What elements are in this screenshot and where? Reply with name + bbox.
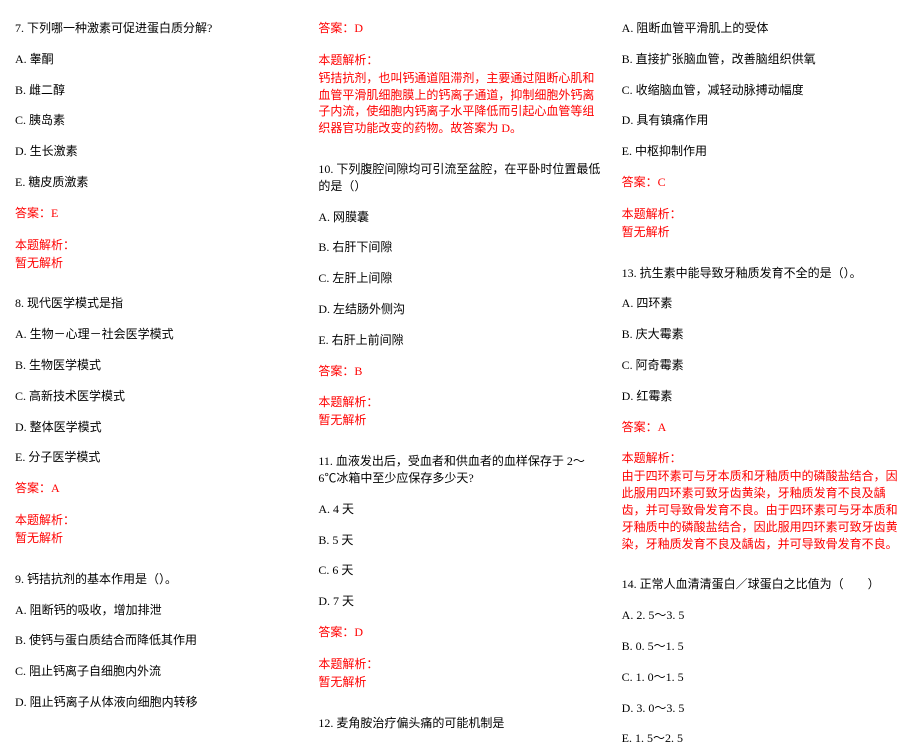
question-text: 11. 血液发出后，受血者和供血者的血样保存于 2～6℃冰箱中至少应保存多少天?	[318, 453, 601, 487]
option: C. 1. 0～1. 5	[622, 669, 905, 686]
question-text: 7. 下列哪一种激素可促进蛋白质分解?	[15, 20, 298, 37]
column-1: 7. 下列哪一种激素可促进蛋白质分解? A. 睾酮 B. 雌二醇 C. 胰岛素 …	[15, 20, 298, 631]
explanation-label: 本题解析：	[622, 205, 905, 222]
answer: 答案：D	[318, 20, 601, 37]
option: B. 生物医学模式	[15, 357, 298, 374]
explanation-label: 本题解析：	[318, 655, 601, 672]
option: A. 2. 5～3. 5	[622, 607, 905, 624]
option: C. 高新技术医学模式	[15, 388, 298, 405]
question-text: 10. 下列腹腔间隙均可引流至盆腔，在平卧时位置最低的是（）	[318, 161, 601, 195]
explanation-text: 暂无解析	[15, 530, 298, 547]
question-text: 12. 麦角胺治疗偏头痛的可能机制是	[318, 715, 601, 732]
explanation-text: 钙拮抗剂，也叫钙通道阻滞剂，主要通过阻断心肌和血管平滑肌细胞膜上的钙离子通道，抑…	[318, 70, 601, 137]
option: A. 4 天	[318, 501, 601, 518]
option: E. 1. 5～2. 5	[622, 730, 905, 747]
option: B. 直接扩张脑血管，改善脑组织供氧	[622, 51, 905, 68]
option: A. 网膜囊	[318, 209, 601, 226]
option: E. 分子医学模式	[15, 449, 298, 466]
document-columns: 7. 下列哪一种激素可促进蛋白质分解? A. 睾酮 B. 雌二醇 C. 胰岛素 …	[15, 20, 905, 631]
option: C. 收缩脑血管，减轻动脉搏动幅度	[622, 82, 905, 99]
answer: 答案：A	[622, 419, 905, 436]
explanation-label: 本题解析：	[15, 236, 298, 253]
explanation-text: 暂无解析	[318, 674, 601, 691]
option: A. 阻断血管平滑肌上的受体	[622, 20, 905, 37]
option: A. 阻断钙的吸收，增加排泄	[15, 602, 298, 619]
option: B. 庆大霉素	[622, 326, 905, 343]
explanation-text: 由于四环素可与牙本质和牙釉质中的磷酸盐结合，因此服用四环素可致牙齿黄染，牙釉质发…	[622, 468, 905, 552]
option: D. 左结肠外侧沟	[318, 301, 601, 318]
answer: 答案：C	[622, 174, 905, 191]
question-text: 13. 抗生素中能导致牙釉质发育不全的是（）。	[622, 265, 905, 282]
column-2: 答案：D 本题解析： 钙拮抗剂，也叫钙通道阻滞剂，主要通过阻断心肌和血管平滑肌细…	[318, 20, 601, 631]
option: A. 四环素	[622, 295, 905, 312]
option: E. 糖皮质激素	[15, 174, 298, 191]
explanation-text: 暂无解析	[15, 255, 298, 272]
option: E. 右肝上前间隙	[318, 332, 601, 349]
option: C. 胰岛素	[15, 112, 298, 129]
option: D. 整体医学模式	[15, 419, 298, 436]
explanation-label: 本题解析：	[622, 449, 905, 466]
question-text: 14. 正常人血清清蛋白／球蛋白之比值为（ ）	[622, 576, 905, 593]
option: D. 生长激素	[15, 143, 298, 160]
option: D. 3. 0～3. 5	[622, 700, 905, 717]
explanation-label: 本题解析：	[318, 393, 601, 410]
explanation-label: 本题解析：	[15, 511, 298, 528]
answer: 答案：A	[15, 480, 298, 497]
option: B. 使钙与蛋白质结合而降低其作用	[15, 632, 298, 649]
option: A. 睾酮	[15, 51, 298, 68]
answer: 答案：B	[318, 363, 601, 380]
column-3: A. 阻断血管平滑肌上的受体 B. 直接扩张脑血管，改善脑组织供氧 C. 收缩脑…	[622, 20, 905, 631]
option: D. 红霉素	[622, 388, 905, 405]
question-text: 8. 现代医学模式是指	[15, 295, 298, 312]
option: D. 阻止钙离子从体液向细胞内转移	[15, 694, 298, 711]
option: B. 右肝下间隙	[318, 239, 601, 256]
option: D. 7 天	[318, 593, 601, 610]
option: E. 中枢抑制作用	[622, 143, 905, 160]
option: B. 5 天	[318, 532, 601, 549]
option: C. 阿奇霉素	[622, 357, 905, 374]
option: A. 生物－心理－社会医学模式	[15, 326, 298, 343]
question-text: 9. 钙拮抗剂的基本作用是（）。	[15, 571, 298, 588]
answer: 答案：E	[15, 205, 298, 222]
answer: 答案：D	[318, 624, 601, 641]
option: C. 6 天	[318, 562, 601, 579]
explanation-text: 暂无解析	[622, 224, 905, 241]
explanation-label: 本题解析：	[318, 51, 601, 68]
option: C. 左肝上间隙	[318, 270, 601, 287]
option: B. 雌二醇	[15, 82, 298, 99]
option: B. 0. 5～1. 5	[622, 638, 905, 655]
option: D. 具有镇痛作用	[622, 112, 905, 129]
option: C. 阻止钙离子自细胞内外流	[15, 663, 298, 680]
explanation-text: 暂无解析	[318, 412, 601, 429]
